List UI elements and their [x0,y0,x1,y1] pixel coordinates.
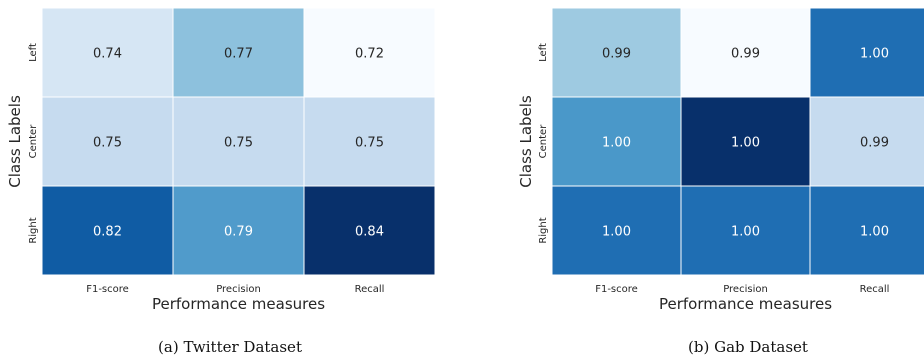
heatmap-cell [680,185,811,276]
heatmap-cell [172,96,305,187]
cell-value-label: 0.82 [93,225,122,240]
x-tick-label: Recall [860,284,890,295]
x-axis-label: Performance measures [152,295,325,313]
figure-caption: (a) Twitter Dataset [158,338,302,356]
y-tick-label: Right [28,217,39,243]
cell-value-label: 0.74 [93,47,122,62]
y-tick-label: Center [538,124,549,159]
cell-value-label: 0.75 [224,136,253,151]
cell-value-label: 1.00 [602,136,631,151]
x-tick-label: Recall [355,284,385,295]
cell-value-label: 0.79 [224,225,253,240]
y-tick-label: Right [538,217,549,243]
cell-value-label: 0.75 [93,136,122,151]
figure-caption: (b) Gab Dataset [688,338,808,356]
heatmap-cell [551,185,682,276]
heatmap-cell [809,185,924,276]
y-tick-label: Left [28,43,39,62]
cell-value-label: 0.99 [731,47,760,62]
x-axis-label: Performance measures [659,295,832,313]
cell-value-label: 1.00 [602,225,631,240]
x-tick-label: Precision [216,284,261,295]
heatmap-cell [303,96,436,187]
cell-value-label: 0.72 [355,47,384,62]
heatmap-cell [551,7,682,98]
heatmap-cell [303,185,436,276]
heatmap-cell [172,185,305,276]
x-tick-label: F1-score [86,284,129,295]
heatmap-cell [551,96,682,187]
heatmap-cell [41,96,174,187]
cell-value-label: 0.99 [860,136,889,151]
heatmap-cell [41,7,174,98]
cell-value-label: 0.75 [355,136,384,151]
cell-value-label: 1.00 [860,47,889,62]
heatmap-cell [172,7,305,98]
cell-value-label: 1.00 [731,225,760,240]
heatmap-cell [809,7,924,98]
x-tick-label: F1-score [595,284,638,295]
cell-value-label: 0.99 [602,47,631,62]
y-axis-label: Class Labels [6,95,24,188]
y-axis-label: Class Labels [517,95,535,188]
cell-value-label: 0.77 [224,47,253,62]
cell-value-label: 0.84 [355,225,384,240]
heatmap-cell [41,185,174,276]
cell-value-label: 1.00 [860,225,889,240]
y-tick-label: Left [538,43,549,62]
heatmap-cell [303,7,436,98]
x-tick-label: Precision [723,284,768,295]
y-tick-label: Center [28,124,39,159]
cell-value-label: 1.00 [731,136,760,151]
